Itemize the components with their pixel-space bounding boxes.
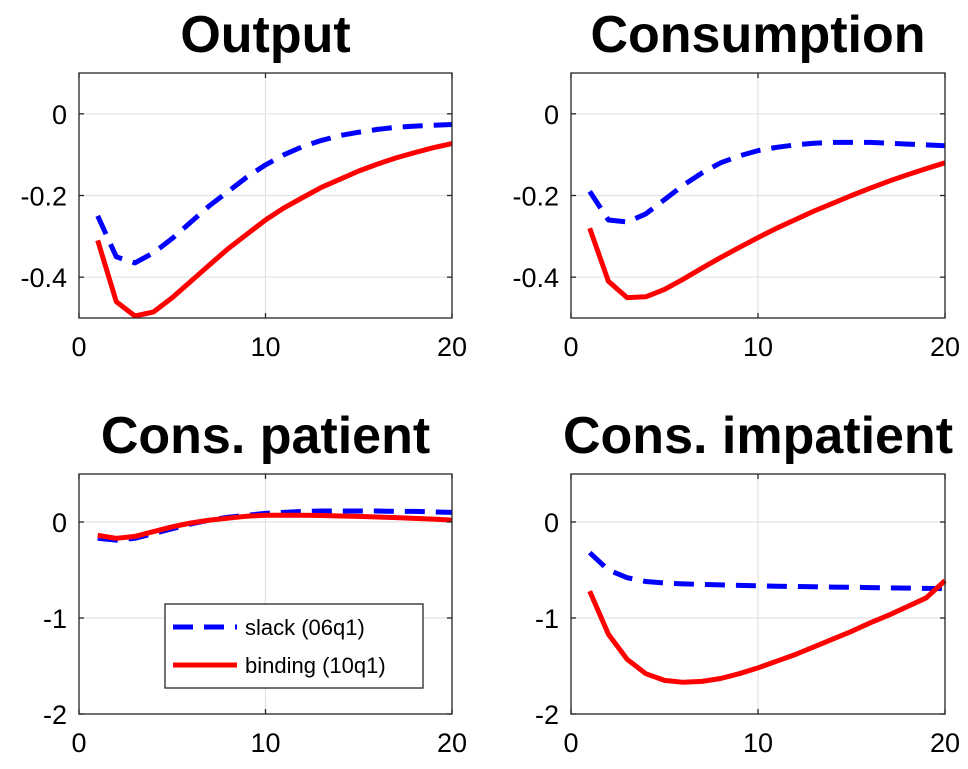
output-y-tick-label-0-2: -0.2 [20,182,67,212]
cons-patient-x-tick-label-0: 0 [71,728,86,758]
consumption-series-binding-line [587,160,946,301]
consumption-title: Consumption [590,6,925,64]
consumption-y-tick-label-0-4: -0.4 [512,263,559,293]
output-panel: 0 10 20 0 -0.2 -0.4 Output [20,6,467,362]
output-y-tick-label-0: 0 [52,100,67,130]
cons-impatient-x-tick-label-10: 10 [743,728,773,758]
cons-patient-x-tick-label-20: 20 [437,728,467,758]
cons-impatient-y-tick-label-2: -2 [535,700,559,730]
cons-patient-panel: 0 10 20 0 -1 -2 Cons. patient slack (06q1) bindi… [43,407,467,758]
output-series-binding-line [95,141,453,319]
output-y-tick-label-0-4: -0.4 [20,263,67,293]
consumption-y-tick-label-0-2: -0.2 [512,182,559,212]
cons-patient-series-slack-line [97,508,453,543]
output-x-tick-label-20: 20 [437,332,467,362]
legend-box [164,603,424,689]
consumption-x-tick-label-20: 20 [930,332,960,362]
cons-impatient-title: Cons. impatient [563,407,953,465]
output-x-tick-label-10: 10 [250,332,280,362]
cons-patient-series-binding-line [97,512,453,541]
cons-patient-y-tick-label-0: 0 [52,508,67,538]
consumption-x-tick-label-0: 0 [563,332,578,362]
consumption-x-tick-label-10: 10 [743,332,773,362]
output-x-tick-label-0: 0 [71,332,86,362]
cons-impatient-y-tick-label-1: -1 [535,604,559,634]
cons-impatient-series-binding-line [587,578,947,685]
output-title: Output [180,6,350,64]
consumption-series-slack-line [587,139,946,225]
cons-patient-y-tick-label-2: -2 [43,700,67,730]
consumption-panel: 0 10 20 0 -0.2 -0.4 Consumption [512,6,960,362]
cons-impatient-y-tick-label-0: 0 [544,508,559,538]
cons-impatient-x-tick-label-20: 20 [930,728,960,758]
cons-patient-title: Cons. patient [101,407,430,465]
legend-label-slack: slack (06q1) [245,615,365,640]
cons-impatient-panel: 0 10 20 0 -1 -2 Cons. impatient [535,407,960,758]
consumption-y-tick-label-0: 0 [544,100,559,130]
cons-impatient-series-slack-line [588,550,946,592]
cons-impatient-x-tick-label-0: 0 [563,728,578,758]
cons-patient-x-tick-label-10: 10 [250,728,280,758]
legend-label-binding: binding (10q1) [245,653,386,678]
cons-patient-y-tick-label-1: -1 [43,604,67,634]
